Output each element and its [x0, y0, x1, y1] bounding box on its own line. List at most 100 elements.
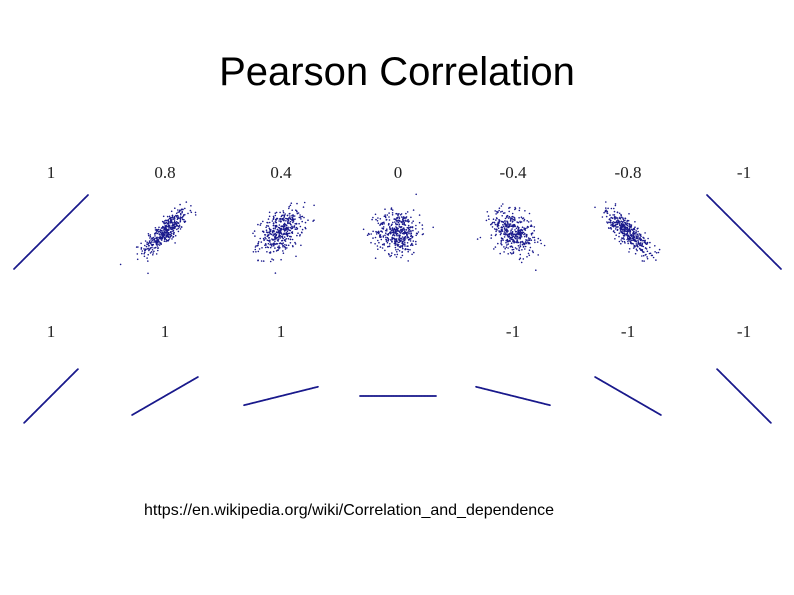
data-point — [620, 213, 622, 216]
data-point — [394, 221, 396, 223]
data-point — [285, 217, 287, 220]
data-point — [274, 212, 277, 214]
data-point — [501, 215, 503, 217]
data-point — [404, 242, 406, 244]
data-point — [275, 238, 277, 240]
data-point — [155, 243, 158, 245]
correlation-label: 1 — [46, 163, 56, 182]
data-point — [289, 238, 292, 241]
data-point — [264, 243, 267, 245]
data-point — [143, 248, 145, 250]
data-point — [268, 211, 271, 214]
data-point — [415, 240, 417, 243]
data-point — [284, 223, 287, 226]
data-point — [283, 214, 286, 217]
data-point — [289, 229, 292, 232]
data-point — [392, 221, 394, 224]
data-point — [494, 234, 497, 237]
data-point — [282, 210, 284, 212]
data-point — [407, 227, 410, 230]
data-point — [628, 235, 630, 237]
data-point — [626, 226, 629, 229]
data-point — [506, 221, 509, 223]
data-point — [285, 220, 287, 222]
data-point — [252, 232, 254, 235]
data-point — [616, 226, 618, 228]
data-point — [408, 226, 410, 229]
data-point — [509, 245, 512, 248]
data-point — [642, 239, 645, 242]
data-point — [140, 242, 142, 245]
data-point — [265, 231, 268, 233]
scatter-panel — [594, 201, 661, 262]
data-point — [295, 255, 297, 258]
data-point — [396, 253, 399, 256]
data-point — [415, 224, 417, 227]
data-point — [637, 246, 639, 248]
data-point — [385, 232, 387, 234]
data-point — [166, 215, 169, 218]
data-point — [614, 203, 617, 205]
data-point — [271, 245, 273, 247]
data-point — [173, 223, 176, 226]
data-point — [630, 239, 633, 242]
data-point — [384, 249, 386, 252]
data-point — [144, 244, 146, 247]
data-point — [645, 242, 647, 244]
data-point — [614, 238, 616, 240]
data-point — [404, 245, 406, 247]
data-point — [606, 212, 608, 214]
data-point — [384, 208, 386, 210]
data-point — [510, 218, 512, 220]
data-point — [506, 230, 508, 233]
data-point — [646, 250, 649, 253]
source-link[interactable]: https://en.wikipedia.org/wiki/Correlatio… — [144, 502, 555, 519]
data-point — [265, 244, 267, 246]
data-point — [397, 230, 400, 232]
data-point — [165, 235, 167, 238]
data-point — [386, 230, 388, 232]
data-point — [515, 230, 518, 233]
data-point — [520, 261, 523, 264]
data-point — [301, 231, 303, 234]
data-point — [639, 238, 642, 240]
data-point — [511, 232, 514, 234]
data-point — [300, 218, 302, 220]
data-point — [119, 263, 122, 266]
data-point — [391, 212, 394, 214]
data-point — [299, 216, 301, 219]
data-point — [276, 249, 279, 251]
data-point — [87, 194, 89, 196]
data-point — [488, 218, 490, 220]
data-point — [527, 252, 530, 255]
data-point — [505, 239, 507, 242]
data-point — [149, 237, 151, 239]
data-point — [378, 241, 380, 244]
data-point — [491, 221, 494, 224]
data-point — [301, 220, 303, 223]
data-point — [493, 222, 496, 224]
data-point — [496, 229, 498, 231]
data-point — [409, 249, 411, 251]
data-point — [490, 223, 492, 226]
data-point — [260, 222, 262, 225]
data-point — [391, 227, 394, 230]
data-point — [503, 231, 506, 233]
data-point — [158, 244, 161, 246]
data-point — [159, 242, 162, 245]
data-point — [643, 241, 646, 244]
data-point — [521, 243, 524, 246]
data-point — [289, 204, 292, 207]
data-point — [267, 218, 270, 220]
data-point — [298, 222, 300, 225]
data-point — [169, 237, 171, 239]
data-point — [601, 216, 604, 218]
data-point — [295, 209, 297, 211]
data-point — [295, 223, 298, 225]
data-point — [520, 216, 523, 218]
data-point — [151, 244, 154, 247]
data-point — [400, 256, 402, 259]
data-point — [287, 238, 290, 240]
data-point — [290, 223, 292, 226]
data-point — [284, 244, 286, 246]
